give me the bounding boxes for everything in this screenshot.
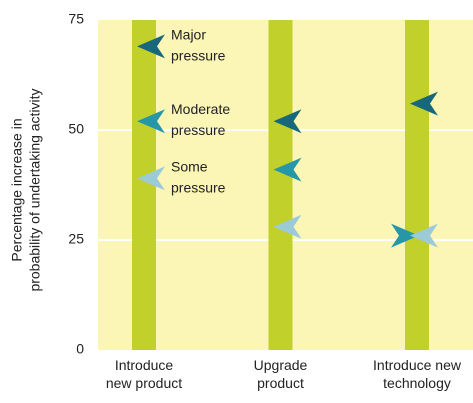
y-axis-label: probability of undertaking activity — [27, 88, 43, 291]
category-band — [132, 20, 156, 350]
y-tick-label: 25 — [68, 231, 84, 247]
arrow-marker — [273, 157, 302, 182]
arrow-marker — [273, 214, 302, 239]
y-axis-label: Percentage increase in — [9, 118, 25, 261]
arrow-marker — [273, 109, 302, 134]
arrow-marker — [137, 34, 165, 59]
arrow-marker — [410, 223, 438, 248]
arrow-marker — [391, 223, 419, 248]
series-label: Some pressure — [171, 158, 226, 195]
x-tick-label: Introduce new technology — [373, 357, 462, 391]
y-tick-label: 50 — [68, 121, 84, 137]
series-label: Moderate pressure — [171, 101, 230, 138]
series-label: Major pressure — [171, 26, 226, 63]
y-tick-label: 75 — [68, 11, 84, 27]
y-tick-label: 0 — [76, 341, 84, 357]
x-tick-label: Introduce new product — [106, 357, 182, 391]
x-tick-label: Upgrade product — [254, 357, 308, 391]
category-band — [268, 20, 293, 350]
arrow-marker — [137, 109, 165, 134]
arrow-marker — [137, 166, 165, 191]
arrow-marker — [410, 91, 438, 116]
category-band — [405, 20, 429, 350]
